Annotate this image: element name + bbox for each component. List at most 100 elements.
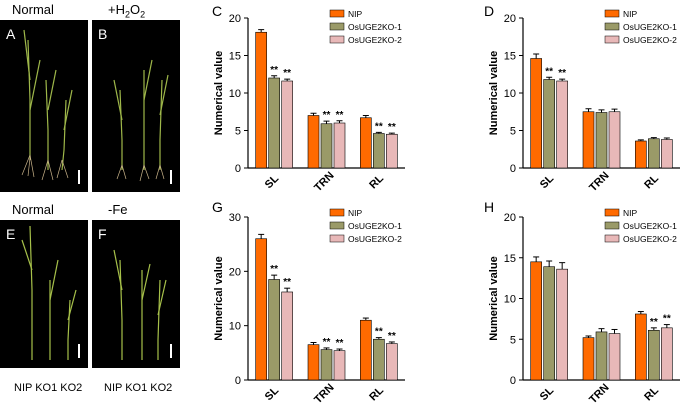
legend-swatch-d bbox=[604, 35, 620, 44]
x-tick-label-g: SL bbox=[263, 384, 282, 403]
y-tick-label-h: 10 bbox=[504, 294, 516, 306]
legend-swatch-h bbox=[604, 208, 620, 217]
bar-d bbox=[648, 138, 660, 169]
significance-mark-c: ** bbox=[270, 65, 278, 76]
panel-letter-F: F bbox=[98, 226, 107, 242]
significance-mark-h: ** bbox=[663, 314, 671, 325]
bar-h bbox=[648, 329, 660, 381]
bar-g bbox=[360, 319, 372, 381]
x-tick-label-h: TRN bbox=[587, 382, 612, 404]
bar-h bbox=[608, 333, 621, 381]
significance-mark-c: ** bbox=[323, 110, 331, 121]
y-tick-label-d: 5 bbox=[510, 126, 516, 138]
significance-mark-g: ** bbox=[270, 264, 278, 275]
legend-label-d: OsUGE2KO-2 bbox=[623, 35, 677, 45]
significance-mark-c: ** bbox=[388, 122, 396, 133]
x-tick-label-g: TRN bbox=[312, 382, 337, 404]
y-tick-label-d: 10 bbox=[504, 88, 516, 100]
y-axis-label-d: Numerical value bbox=[488, 51, 500, 135]
bar-d bbox=[608, 111, 621, 169]
y-tick-label-g: 30 bbox=[229, 212, 241, 224]
bar-h bbox=[635, 313, 647, 381]
y-tick-label-d: 20 bbox=[504, 13, 516, 25]
panel-letter-c: C bbox=[212, 3, 222, 19]
bar-g bbox=[255, 238, 267, 381]
legend-label-h: OsUGE2KO-2 bbox=[623, 234, 677, 244]
legend-label-c: OsUGE2KO-2 bbox=[348, 35, 402, 45]
significance-mark-c: ** bbox=[375, 121, 383, 132]
y-tick-label-g: 0 bbox=[235, 375, 241, 387]
y-tick-label-d: 15 bbox=[504, 51, 516, 63]
bar-h bbox=[582, 337, 595, 381]
panel-letter-B: B bbox=[98, 26, 108, 42]
y-tick-label-h: 15 bbox=[504, 253, 516, 265]
y-tick-label-g: 20 bbox=[229, 266, 241, 278]
significance-mark-h: ** bbox=[650, 317, 658, 328]
significance-mark-d: ** bbox=[558, 68, 566, 79]
x-tick-label-d: SL bbox=[538, 172, 557, 191]
bar-g bbox=[333, 350, 346, 381]
photo-B: B bbox=[92, 20, 180, 192]
panel-letter-d: D bbox=[484, 3, 494, 19]
x-tick-label-h: RL bbox=[642, 384, 661, 403]
bar-d bbox=[595, 112, 608, 169]
y-tick-label-c: 10 bbox=[229, 88, 241, 100]
y-tick-label-g: 10 bbox=[229, 321, 241, 333]
x-tick-label-h: SL bbox=[538, 384, 557, 403]
y-tick-label-c: 15 bbox=[229, 51, 241, 63]
bar-g bbox=[386, 343, 398, 381]
significance-mark-c: ** bbox=[336, 110, 344, 121]
significance-mark-g: ** bbox=[375, 327, 383, 338]
y-axis-label-h: Numerical value bbox=[488, 256, 500, 340]
bar-g bbox=[268, 279, 280, 381]
legend-swatch-c bbox=[329, 9, 345, 18]
bar-d bbox=[635, 140, 647, 169]
significance-mark-c: ** bbox=[283, 68, 291, 79]
photo-E-plants bbox=[21, 225, 80, 360]
legend-swatch-c bbox=[329, 35, 345, 44]
legend-swatch-h bbox=[604, 221, 620, 230]
bar-c bbox=[333, 122, 346, 169]
photo-F-plants bbox=[113, 249, 172, 360]
legend-swatch-d bbox=[604, 22, 620, 31]
bar-d bbox=[582, 111, 595, 169]
bar-c bbox=[373, 133, 385, 169]
legend-swatch-h bbox=[604, 234, 620, 243]
bar-g bbox=[373, 338, 385, 381]
x-tick-label-c: RL bbox=[367, 172, 386, 191]
x-tick-label-g: RL bbox=[367, 384, 386, 403]
bar-c bbox=[255, 31, 267, 169]
photo-A-plants bbox=[21, 29, 80, 184]
legend-label-c: NIP bbox=[348, 9, 363, 19]
legend-swatch-c bbox=[329, 22, 345, 31]
panel-letter-g: G bbox=[212, 199, 223, 215]
bar-c bbox=[268, 77, 280, 169]
x-tick-label-d: RL bbox=[642, 172, 661, 191]
legend-swatch-g bbox=[329, 221, 345, 230]
bar-h bbox=[595, 331, 608, 381]
bar-d bbox=[661, 139, 673, 169]
photo-A: A bbox=[0, 20, 88, 192]
y-tick-label-c: 20 bbox=[229, 13, 241, 25]
y-tick-label-c: 0 bbox=[235, 163, 241, 175]
bar-d bbox=[556, 80, 568, 169]
legend-label-h: NIP bbox=[623, 208, 638, 218]
label-h2o2: +H2O2 bbox=[108, 2, 146, 20]
bar-h bbox=[543, 266, 555, 381]
genotype-labels-E: NIP KO1 KO2 bbox=[14, 382, 83, 394]
significance-mark-g: ** bbox=[336, 338, 344, 349]
x-tick-label-c: TRN bbox=[312, 170, 337, 195]
bar-h bbox=[556, 268, 568, 381]
y-axis-label-c: Numerical value bbox=[213, 51, 225, 135]
legend-swatch-g bbox=[329, 208, 345, 217]
bar-g bbox=[281, 291, 293, 381]
legend-label-c: OsUGE2KO-1 bbox=[348, 22, 402, 32]
legend-label-h: OsUGE2KO-1 bbox=[623, 221, 677, 231]
photo-E: E bbox=[0, 220, 88, 368]
bar-c bbox=[320, 123, 333, 169]
label-normal-bottom: Normal bbox=[12, 202, 54, 217]
bar-d bbox=[530, 58, 542, 169]
bar-h bbox=[530, 261, 542, 381]
significance-mark-d: ** bbox=[545, 66, 553, 77]
